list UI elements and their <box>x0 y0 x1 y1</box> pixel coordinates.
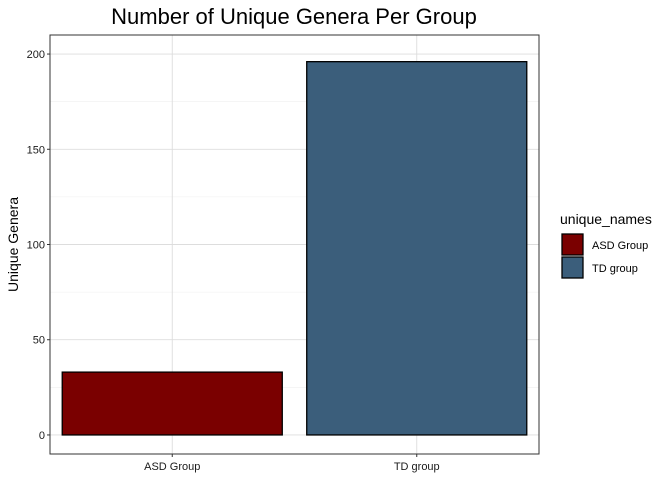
y-tick-label: 50 <box>33 335 45 347</box>
legend-swatch <box>561 233 584 256</box>
y-axis: 0 50 100 150 200 <box>27 49 50 442</box>
x-tick-label: ASD Group <box>144 461 200 473</box>
legend: unique_names ASD Group TD group <box>560 211 652 279</box>
bar-asd-group <box>61 371 283 436</box>
legend-swatch <box>561 256 584 279</box>
y-tick-label: 100 <box>27 240 45 252</box>
bars <box>61 61 528 436</box>
y-axis-title: Unique Genera <box>5 197 21 292</box>
legend-title: unique_names <box>560 211 652 227</box>
bar-td-group <box>306 61 528 436</box>
y-tick-label: 0 <box>39 430 45 442</box>
x-axis: ASD Group TD group <box>144 454 440 473</box>
chart-title: Number of Unique Genera Per Group <box>111 4 477 29</box>
legend-label: TD group <box>592 263 638 275</box>
y-tick-label: 150 <box>27 144 45 156</box>
legend-label: ASD Group <box>592 240 648 252</box>
y-tick-label: 200 <box>27 49 45 61</box>
x-tick-label: TD group <box>394 461 440 473</box>
